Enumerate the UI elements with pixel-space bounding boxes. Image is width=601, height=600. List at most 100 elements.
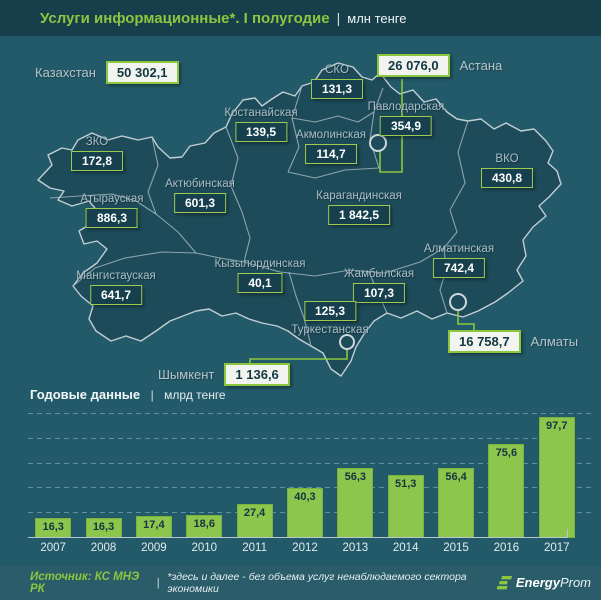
kazakhstan-map-outline (37, 62, 562, 377)
x-tick-label: 2009 (141, 542, 167, 554)
gridline (28, 437, 592, 439)
bar-slot: 17,4 (129, 408, 179, 538)
bar-2013: 56,3 (337, 468, 374, 538)
bar-value-label: 51,3 (394, 477, 417, 490)
x-tick-label: 2013 (342, 542, 369, 554)
bar-2017: 97,7 (538, 417, 575, 538)
chart-plot-area: 16,3 16,3 17,4 18,6 27,4 40,3 56,3 51,3 56,4 75,6… (28, 408, 592, 538)
region-value: 125,3 (303, 301, 357, 321)
region-name: Актюбинская (165, 178, 235, 190)
region-value: 131,3 (310, 79, 364, 99)
x-tick-label: 2008 (90, 542, 117, 554)
bar-value-label: 16,3 (42, 520, 64, 533)
region-borders (49, 85, 469, 347)
map-region-pavlodar: Павлодарская 354,9 (367, 101, 445, 136)
bar-slot: 16,3 (78, 408, 128, 538)
city-callout-shymkent: Шымкент 1 136,6 (158, 363, 290, 386)
almaty-marker (449, 293, 467, 311)
chart-title: Годовые данные (30, 387, 141, 402)
city-label: Шымкент (158, 367, 215, 382)
region-value: 172,8 (70, 151, 124, 171)
map-region-zhambyl: Жамбылская 107,3 (344, 268, 414, 303)
region-value: 601,3 (173, 193, 227, 213)
region-name: Костанайская (224, 107, 298, 119)
bar-slot: 16,3 (28, 408, 78, 538)
x-tick-label: 2014 (392, 542, 419, 554)
region-name: Карагандинская (316, 190, 402, 202)
gridline (28, 413, 592, 415)
page-title: Услуги информационные*. I полугодие (40, 9, 330, 27)
region-name: ЗКО (85, 136, 109, 148)
bar-chart: 16,3 16,3 17,4 18,6 27,4 40,3 56,3 51,3 56,4 75,6… (28, 408, 592, 554)
bar-slot: 18,6 (179, 408, 229, 538)
map-region-vko: ВКО 430,8 (480, 153, 534, 188)
energyprom-logo: EnergyProm (496, 574, 591, 592)
city-value: 1 136,6 (224, 363, 290, 386)
chart-unit: млрд тенге (164, 388, 226, 402)
region-name: Алматинская (423, 243, 495, 255)
bar-slot: 27,4 (229, 408, 279, 538)
map-region-turkestan: Туркестанская 125,3 (291, 301, 369, 336)
astana-marker (369, 134, 387, 152)
map-region-kyzylorda: Кызылординская 40,1 (214, 258, 306, 293)
map-region-zko: ЗКО 172,8 (70, 136, 124, 171)
bar-value-label: 27,4 (243, 507, 266, 520)
bar-slot: 97,7 (532, 408, 582, 538)
map-region-almaty-region: Алматинская 742,4 (424, 243, 494, 278)
bar-slot: 56,3 (330, 408, 380, 538)
region-name: ВКО (495, 153, 519, 165)
gridline (28, 462, 592, 464)
chart-x-labels: 2007 2008 2009 2010 2011 2012 2013 2014 2015 2016… (28, 542, 582, 554)
city-value: 16 758,7 (448, 330, 521, 353)
x-tick-label: 2007 (40, 542, 66, 554)
gridline (28, 487, 592, 489)
bar-2014: 51,3 (387, 474, 424, 538)
city-markers (339, 134, 467, 350)
map-region-mangystau: Мангистауская 641,7 (76, 270, 156, 305)
bar-slot: 56,4 (431, 408, 481, 538)
chart-header: Годовые данные | млрд тенге (30, 386, 226, 404)
region-value: 1 842,5 (327, 205, 391, 225)
bar-2009: 17,4 (135, 516, 172, 538)
bar-slot: 51,3 (381, 408, 431, 538)
energyprom-logo-icon (496, 576, 512, 590)
x-tick-label: 2016 (493, 542, 520, 554)
chart-title-separator: | (150, 388, 154, 402)
title-unit: млн тенге (347, 10, 407, 26)
bar-value-label: 75,6 (495, 447, 518, 460)
bar-2010: 18,6 (186, 514, 223, 538)
map-region-karaganda: Карагандинская 1 842,5 (316, 190, 402, 225)
logo-text-energy: Energy (515, 575, 560, 590)
source-label: Источник: КС МНЭ РК (30, 571, 140, 595)
bar-value-label: 16,3 (92, 520, 115, 533)
footer: Источник: КС МНЭ РК | *здесь и далее - б… (0, 566, 601, 600)
bar-value-label: 97,7 (546, 420, 568, 433)
bar-value-label: 56,3 (344, 471, 367, 484)
logo-text-prom: Prom (559, 575, 591, 590)
region-value: 40,1 (237, 273, 283, 293)
region-name: Туркестанская (291, 324, 369, 336)
bar-2012: 40,3 (286, 488, 323, 538)
map-region-sko: СКО 131,3 (310, 64, 364, 99)
bar-2016: 75,6 (488, 444, 525, 538)
bar-value-label: 56,4 (445, 471, 467, 484)
x-tick-label: 2011 (242, 542, 267, 554)
bar-slot: 75,6 (481, 408, 531, 538)
x-tick-label: 2015 (443, 542, 469, 554)
chart-x-axis (28, 529, 568, 538)
region-name: Атырауская (80, 193, 144, 205)
bar-2008: 16,3 (85, 517, 122, 538)
shymkent-connector (249, 349, 348, 364)
bar-2015: 56,4 (438, 468, 475, 538)
region-value: 430,8 (480, 168, 534, 188)
city-label: Алматы (530, 334, 579, 349)
region-value: 886,3 (85, 208, 139, 228)
title-separator: | (336, 10, 341, 26)
region-value: 641,7 (89, 285, 143, 305)
bar-value-label: 18,6 (193, 517, 215, 530)
region-name: СКО (325, 64, 349, 76)
country-label: Казахстан (35, 65, 96, 80)
region-name: Павлодарская (367, 101, 445, 113)
